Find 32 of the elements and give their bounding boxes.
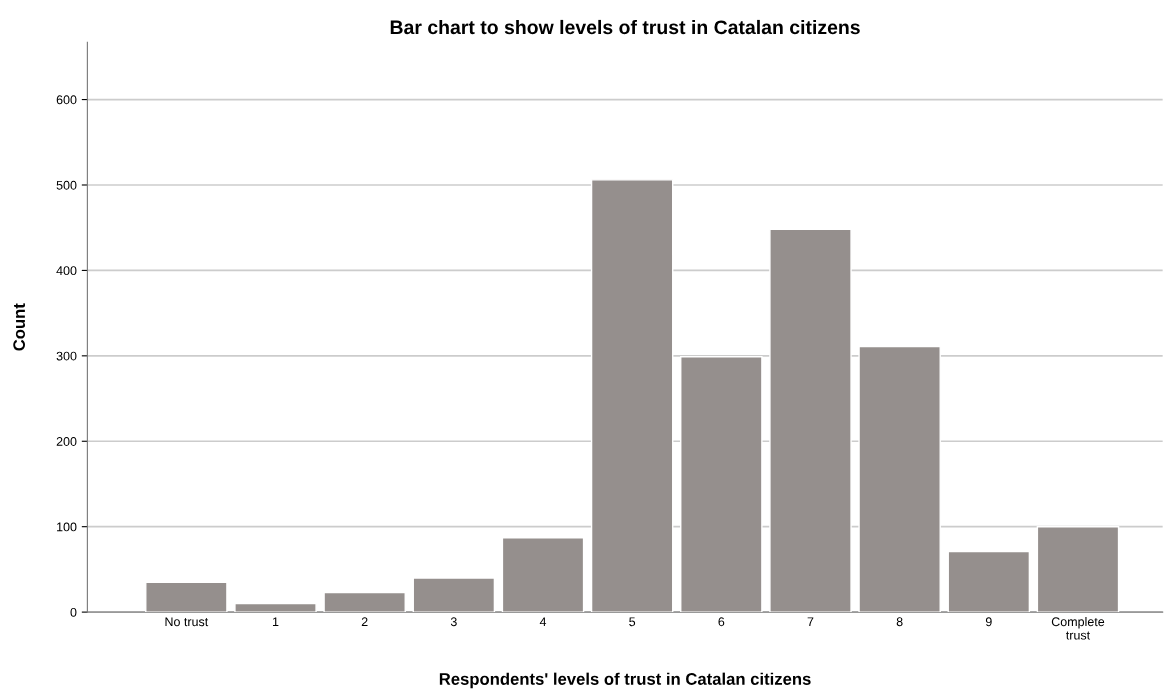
bar bbox=[858, 345, 941, 613]
x-tick-label: 5 bbox=[629, 617, 636, 627]
bar bbox=[1036, 525, 1120, 613]
x-tick-label: 2 bbox=[361, 617, 368, 627]
x-tick-label: 8 bbox=[896, 617, 903, 627]
y-tick-label: 0 bbox=[70, 607, 77, 617]
bar bbox=[501, 537, 585, 613]
x-axis-title: Respondents' levels of trust in Catalan citizens bbox=[439, 672, 811, 689]
x-tick-label: No trust bbox=[165, 617, 209, 627]
x-tick-label: 6 bbox=[718, 617, 725, 627]
x-tick-label: 1 bbox=[272, 617, 279, 627]
x-tick-label: 7 bbox=[807, 617, 814, 627]
bar bbox=[680, 355, 763, 613]
bar bbox=[234, 602, 317, 613]
bar bbox=[412, 577, 496, 613]
x-tick-label: 3 bbox=[450, 617, 457, 627]
x-tick-label: 9 bbox=[985, 617, 992, 627]
bar bbox=[590, 179, 674, 613]
y-tick-label: 300 bbox=[56, 351, 77, 361]
bar bbox=[145, 581, 228, 613]
bar bbox=[947, 550, 1031, 613]
y-axis-title: Count bbox=[13, 303, 26, 351]
chart-title: Bar chart to show levels of trust in Catalan citizens bbox=[390, 19, 860, 35]
x-tick-label: 4 bbox=[539, 617, 547, 627]
y-tick-label: 500 bbox=[56, 180, 77, 190]
bar bbox=[323, 591, 406, 613]
y-tick-label: 200 bbox=[56, 437, 77, 446]
y-tick-label: 100 bbox=[57, 522, 77, 532]
y-tick-label: 600 bbox=[56, 95, 77, 105]
bar bbox=[769, 228, 852, 613]
y-tick-label: 400 bbox=[56, 266, 77, 276]
x-tick-label: Complete trust bbox=[1051, 616, 1105, 640]
